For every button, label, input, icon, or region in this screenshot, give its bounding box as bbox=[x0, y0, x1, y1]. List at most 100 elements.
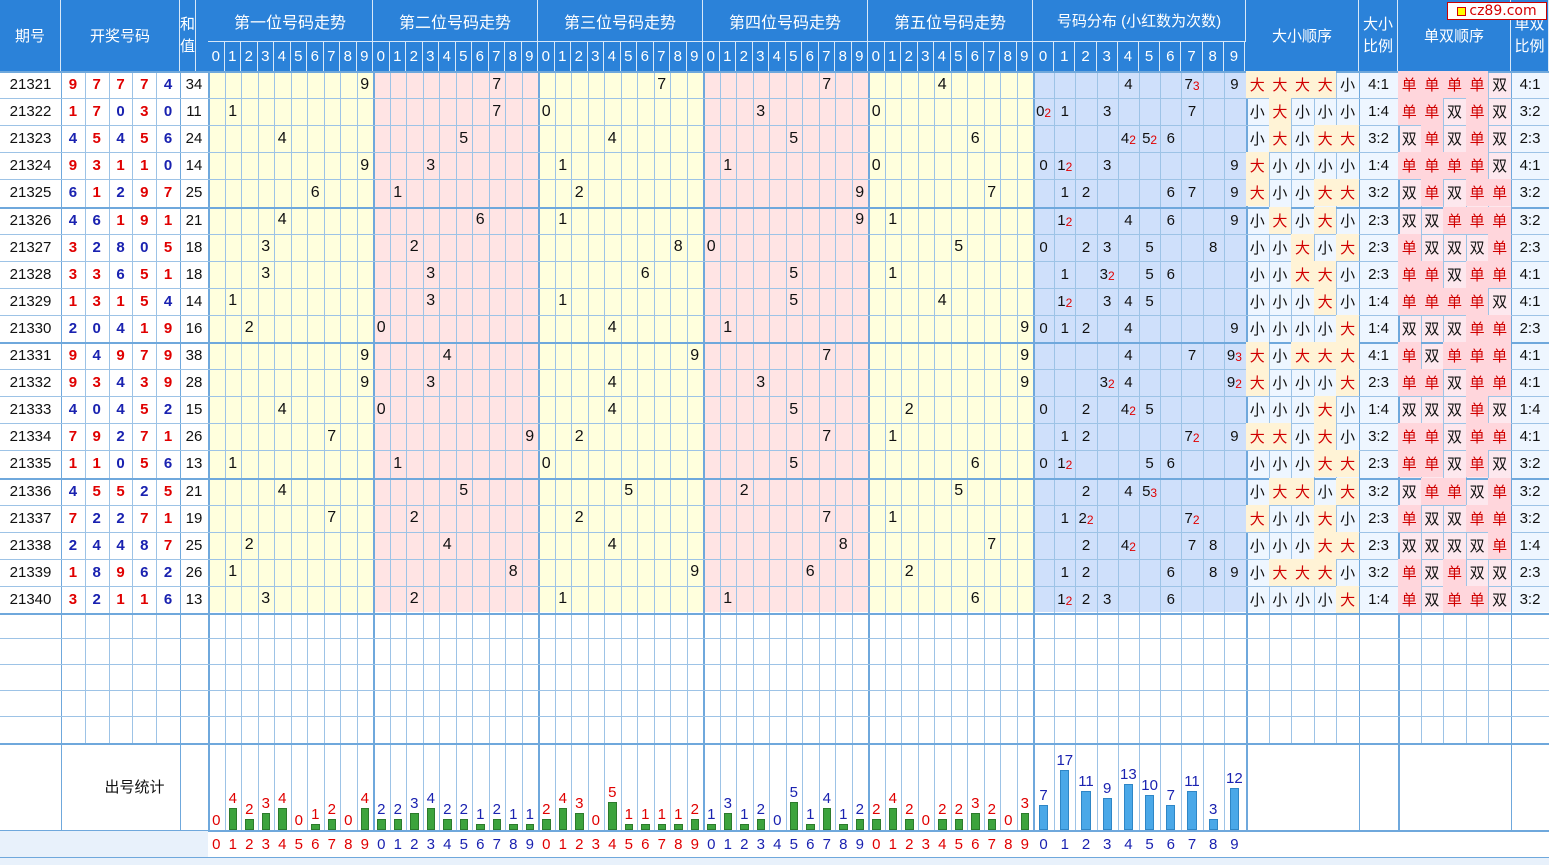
oddeven-cell: 双 bbox=[1446, 185, 1462, 203]
period-cell[interactable]: 21321 bbox=[9, 76, 52, 94]
trend-mark: 1 bbox=[888, 509, 898, 527]
winning-digit: 1 bbox=[116, 292, 125, 310]
stat-count: 2 bbox=[327, 800, 336, 818]
grid-line bbox=[84, 71, 86, 743]
period-cell[interactable]: 21328 bbox=[9, 265, 52, 283]
site-logo[interactable]: cz89.com bbox=[1447, 2, 1547, 20]
header-digit: 2 bbox=[901, 42, 918, 71]
period-cell[interactable]: 21336 bbox=[9, 482, 52, 500]
distribution-mark: 9 bbox=[1230, 563, 1239, 581]
bigsmall-cell: 小 bbox=[1249, 402, 1265, 420]
period-cell[interactable]: 21340 bbox=[9, 590, 52, 608]
trend-mark: 2 bbox=[904, 400, 914, 418]
trend-mark: 0 bbox=[871, 102, 881, 120]
stat-count: 0 bbox=[294, 812, 303, 829]
winning-digit: 4 bbox=[68, 211, 78, 229]
winning-digit: 6 bbox=[163, 130, 173, 148]
winning-digit: 9 bbox=[68, 347, 78, 365]
bigsmall-cell: 大 bbox=[1336, 233, 1359, 261]
oddeven-cell: 双 bbox=[1424, 212, 1440, 230]
footer-digit: 9 bbox=[690, 835, 699, 853]
period-cell[interactable]: 21329 bbox=[9, 292, 52, 310]
period-cell[interactable]: 21333 bbox=[9, 401, 52, 419]
period-cell[interactable]: 21332 bbox=[9, 374, 52, 392]
oddeven-cell: 单 bbox=[1398, 71, 1421, 99]
period-cell[interactable]: 21337 bbox=[9, 509, 52, 527]
oddeven-cell: 单 bbox=[1488, 342, 1511, 370]
header-digit: 3 bbox=[917, 42, 934, 71]
period-cell[interactable]: 21330 bbox=[9, 319, 52, 337]
distribution-mark: 4 bbox=[1124, 292, 1133, 310]
oddeven-cell: 双 bbox=[1446, 537, 1462, 555]
bigsmall-cell: 小 bbox=[1340, 266, 1356, 284]
period-cell[interactable]: 21322 bbox=[9, 103, 52, 121]
grid-line bbox=[0, 716, 1549, 717]
bigsmall-cell: 小 bbox=[1294, 375, 1310, 393]
bigsmall-ratio-cell: 1:4 bbox=[1368, 157, 1389, 175]
bigsmall-cell: 小 bbox=[1249, 239, 1265, 257]
period-cell[interactable]: 21338 bbox=[9, 536, 52, 554]
bigsmall-cell: 小 bbox=[1294, 429, 1310, 447]
oddeven-cell: 双 bbox=[1446, 402, 1462, 420]
trend-mark: 5 bbox=[624, 482, 634, 500]
bigsmall-cell: 小 bbox=[1340, 510, 1356, 528]
oddeven-ratio-cell: 3:2 bbox=[1519, 103, 1541, 121]
stat-bar bbox=[987, 818, 996, 830]
bigsmall-cell: 小 bbox=[1272, 375, 1288, 393]
footer-digit: 2 bbox=[245, 835, 254, 853]
period-cell[interactable]: 21335 bbox=[9, 455, 52, 473]
oddeven-cell: 单 bbox=[1465, 314, 1489, 342]
winning-digit: 3 bbox=[92, 292, 101, 310]
period-cell[interactable]: 21325 bbox=[9, 184, 52, 202]
bigsmall-ratio-cell: 2:3 bbox=[1368, 238, 1389, 256]
footer-digit: 8 bbox=[344, 835, 353, 853]
trend-mark: 2 bbox=[574, 427, 584, 445]
winning-digit: 9 bbox=[116, 347, 125, 365]
sum-cell: 26 bbox=[185, 563, 203, 581]
winning-digit: 9 bbox=[163, 319, 173, 337]
period-cell[interactable]: 21339 bbox=[9, 563, 52, 581]
period-cell[interactable]: 21334 bbox=[9, 428, 52, 446]
period-cell[interactable]: 21324 bbox=[9, 157, 52, 175]
oddeven-cell: 双 bbox=[1469, 537, 1485, 555]
oddeven-cell: 双 bbox=[1424, 239, 1440, 257]
stat-count: 2 bbox=[542, 800, 551, 818]
distribution-mark: 8 bbox=[1209, 563, 1218, 581]
bigsmall-cell: 小 bbox=[1317, 375, 1333, 393]
header-digit: 1 bbox=[884, 42, 901, 71]
stat-count: 1 bbox=[476, 806, 485, 824]
sum-cell: 11 bbox=[186, 103, 202, 121]
distribution-mark: 0 bbox=[1039, 455, 1048, 473]
winning-digit: 1 bbox=[116, 157, 125, 175]
oddeven-cell: 单 bbox=[1465, 423, 1489, 451]
oddeven-cell: 单 bbox=[1420, 260, 1444, 288]
bigsmall-cell: 大 bbox=[1336, 585, 1359, 613]
oddeven-cell: 双 bbox=[1446, 320, 1462, 338]
trend-mark: 2 bbox=[409, 590, 419, 608]
stat-count: 0 bbox=[921, 812, 930, 829]
bigsmall-cell: 大 bbox=[1268, 98, 1292, 126]
winning-digit: 4 bbox=[68, 401, 78, 419]
trend-mark: 7 bbox=[987, 536, 997, 554]
oddeven-cell: 单 bbox=[1420, 179, 1444, 207]
trend-mark: 1 bbox=[888, 265, 898, 283]
winning-digit: 6 bbox=[140, 563, 149, 581]
winning-digit: 5 bbox=[140, 401, 149, 419]
stat-bar bbox=[674, 824, 683, 830]
period-cell[interactable]: 21326 bbox=[9, 211, 52, 229]
distribution-mark: 1 bbox=[1060, 184, 1069, 202]
period-cell[interactable]: 21327 bbox=[9, 238, 52, 256]
header-digit: 2 bbox=[571, 42, 588, 71]
header-pos-3: 第三位号码走势 bbox=[538, 0, 703, 42]
winning-digit: 1 bbox=[68, 103, 78, 121]
sum-cell: 16 bbox=[185, 319, 203, 337]
trend-mark: 3 bbox=[426, 156, 436, 174]
header-bigsmall-ratio: 大小比例 bbox=[1359, 0, 1398, 71]
stat-count: 2 bbox=[245, 800, 254, 818]
oddeven-cell: 单 bbox=[1488, 477, 1511, 505]
stat-bar bbox=[938, 818, 947, 830]
period-cell[interactable]: 21331 bbox=[9, 347, 52, 365]
period-cell[interactable]: 21323 bbox=[9, 130, 52, 148]
stat-bar bbox=[789, 802, 798, 830]
